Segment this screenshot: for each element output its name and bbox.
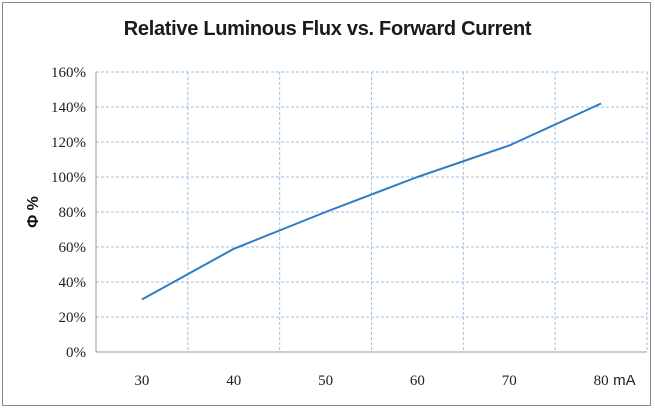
- y-tick-label: 80%: [59, 205, 87, 221]
- y-tick-label: 140%: [51, 100, 86, 116]
- x-tick-label: 60: [410, 373, 425, 389]
- y-tick-label: 160%: [51, 65, 86, 81]
- x-tick-label: 30: [134, 373, 149, 389]
- x-tick-label: 50: [318, 373, 333, 389]
- y-tick-label: 100%: [51, 170, 86, 186]
- grid: [96, 71, 648, 352]
- x-tick-labels: 30 40 50 60 70 80: [134, 373, 608, 389]
- y-tick-label: 20%: [59, 310, 87, 326]
- x-axis-unit: mA: [613, 372, 636, 389]
- series-lines: [141, 102, 602, 301]
- axes: [95, 71, 647, 353]
- x-tick-label: 80: [594, 373, 609, 389]
- series-line: [141, 102, 602, 301]
- y-tick-label: 40%: [59, 275, 87, 291]
- y-axis-label: Φ %: [25, 196, 42, 228]
- chart-title: Relative Luminous Flux vs. Forward Curre…: [123, 18, 532, 40]
- y-tick-label: 120%: [51, 135, 86, 151]
- x-tick-label: 40: [226, 373, 241, 389]
- y-tick-label: 60%: [59, 240, 87, 256]
- y-tick-labels: 0% 20% 40% 60% 80% 100% 120% 140% 160%: [51, 65, 86, 361]
- chart-frame: [2, 2, 651, 406]
- x-tick-label: 70: [502, 373, 517, 389]
- y-tick-label: 0%: [66, 345, 86, 361]
